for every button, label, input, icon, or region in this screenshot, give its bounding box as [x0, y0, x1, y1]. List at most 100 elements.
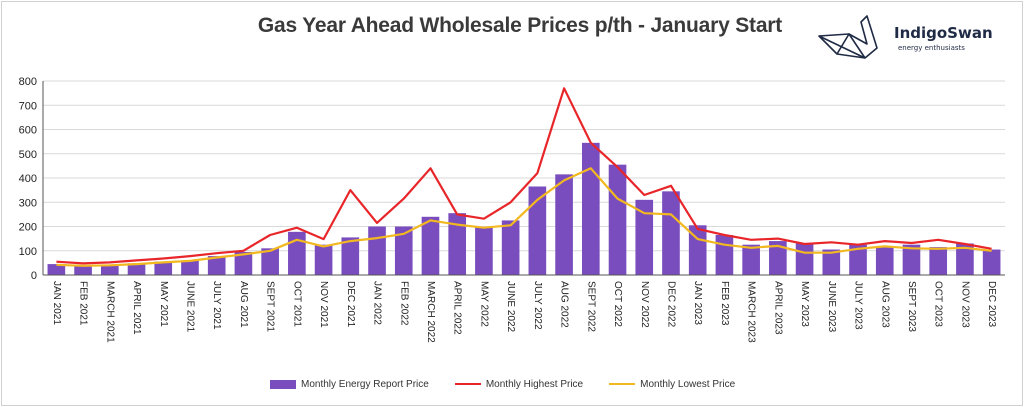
bar-oct-2022 [608, 164, 627, 275]
x-tick-label: SEPT 2022 [585, 281, 596, 332]
legend-label-high: Monthly Highest Price [485, 378, 584, 390]
x-tick-label: JUNE 2023 [826, 281, 837, 333]
x-tick-label: JULY 2023 [853, 281, 864, 330]
x-tick-label: APRIL 2022 [452, 281, 463, 335]
y-tick-label: 700 [19, 100, 37, 112]
bar-nov-2021 [314, 244, 333, 275]
bar-aug-2023 [875, 247, 894, 275]
x-tick-label: MAY 2022 [478, 281, 489, 327]
bar-may-2023 [795, 243, 814, 275]
x-tick-label: NOV 2023 [959, 281, 970, 328]
bar-june-2023 [822, 249, 841, 275]
bar-dec-2022 [662, 191, 680, 275]
bar-july-2022 [528, 186, 547, 275]
bar-nov-2022 [635, 199, 654, 275]
logo-name: IndigoSwan [894, 24, 993, 42]
x-tick-label: OCT 2021 [291, 281, 302, 327]
bar-aug-2021 [234, 251, 253, 275]
legend-item-report: Monthly Energy Report Price [270, 379, 429, 390]
y-tick-label: 500 [19, 149, 37, 161]
x-tick-label: JAN 2021 [51, 281, 62, 325]
x-tick-label: NOV 2021 [318, 281, 329, 328]
y-axis: 0 100 200 300 400 500 600 700 800 [19, 76, 44, 282]
x-tick-label: AUG 2022 [559, 281, 570, 328]
x-tick-label: DEC 2023 [986, 281, 997, 328]
x-tick-label: MAY 2021 [158, 281, 169, 327]
x-tick-label: JUNE 2022 [505, 281, 516, 333]
x-tick-label: AUG 2021 [238, 281, 249, 328]
legend: Monthly Energy Report Price Monthly High… [270, 375, 770, 393]
x-tick-label: MARCH 2022 [425, 281, 436, 343]
x-tick-label: JAN 2023 [692, 281, 703, 325]
line-monthly-highest-price [56, 87, 992, 265]
legend-swatch-high [454, 383, 481, 385]
bar-feb-2022 [394, 226, 413, 275]
bar-jan-2022 [368, 226, 386, 275]
bar-may-2021 [154, 261, 173, 275]
y-tick-label: 300 [19, 197, 37, 209]
bar-march-2021 [100, 264, 119, 275]
x-tick-label: MARCH 2023 [746, 281, 757, 343]
bar-jan-2021 [47, 264, 66, 275]
x-tick-label: DEC 2021 [345, 281, 356, 328]
bar-july-2023 [849, 244, 867, 275]
legend-label-low: Monthly Lowest Price [640, 378, 736, 390]
x-tick-label: JUNE 2021 [184, 281, 195, 333]
x-tick-label: MARCH 2021 [104, 281, 115, 343]
x-tick-label: OCT 2023 [933, 281, 944, 327]
bar-sept-2022 [581, 142, 600, 275]
bar-feb-2021 [74, 265, 92, 275]
y-tick-label: 800 [19, 76, 37, 88]
bar-feb-2023 [715, 234, 734, 275]
bar-june-2022 [501, 220, 520, 275]
bar-sept-2021 [261, 248, 279, 275]
line-monthly-lowest-price [56, 167, 992, 267]
bar-june-2021 [181, 260, 199, 275]
x-tick-label: JULY 2022 [532, 281, 543, 330]
x-tick-label: APRIL 2023 [772, 281, 783, 335]
y-tick-label: 400 [19, 173, 37, 185]
bar-oct-2021 [288, 231, 306, 275]
legend-item-high: Monthly Highest Price [454, 378, 584, 390]
x-tick-label: DEC 2022 [665, 281, 676, 328]
bar-march-2022 [421, 216, 440, 275]
x-tick-label: OCT 2022 [612, 281, 623, 327]
x-tick-label: SEPT 2023 [906, 281, 917, 332]
indigo-swan-logo [818, 15, 878, 59]
x-tick-label: NOV 2022 [639, 281, 650, 328]
bar-april-2021 [127, 263, 146, 275]
bar-oct-2023 [929, 247, 948, 275]
bar-july-2021 [207, 256, 226, 275]
y-tick-label: 100 [19, 246, 37, 258]
logo-tagline: energy enthusiasts [898, 44, 965, 52]
legend-item-low: Monthly Lowest Price [609, 379, 735, 390]
bar-aug-2022 [555, 174, 573, 275]
x-tick-label: AUG 2023 [879, 281, 890, 328]
series-lines [56, 87, 992, 267]
y-tick-label: 0 [31, 270, 37, 282]
y-tick-label: 600 [19, 125, 37, 137]
x-tick-label: FEB 2021 [78, 281, 89, 326]
bars-monthly-energy-report-price [47, 142, 1001, 275]
x-tick-label: JAN 2022 [372, 281, 383, 325]
bar-march-2023 [742, 244, 760, 275]
bar-jan-2023 [688, 225, 707, 275]
bar-dec-2021 [341, 237, 360, 275]
x-axis: JAN 2021 FEB 2021 MARCH 2021 APRIL 2021 MAY … [43, 274, 1005, 343]
bar-sept-2023 [902, 244, 921, 275]
bar-may-2022 [475, 226, 493, 275]
x-tick-label: SEPT 2021 [265, 281, 276, 332]
bar-april-2022 [448, 213, 467, 275]
bar-april-2023 [769, 241, 787, 275]
legend-swatch-low [609, 383, 636, 385]
legend-label-report: Monthly Energy Report Price [301, 378, 429, 390]
x-tick-label: FEB 2023 [719, 281, 730, 326]
x-tick-label: MAY 2023 [799, 281, 810, 327]
x-tick-label: APRIL 2021 [131, 281, 142, 335]
y-tick-label: 200 [19, 222, 37, 234]
bar-nov-2023 [956, 243, 974, 275]
x-tick-label: JULY 2021 [211, 281, 222, 330]
bar-dec-2023 [982, 249, 1001, 275]
